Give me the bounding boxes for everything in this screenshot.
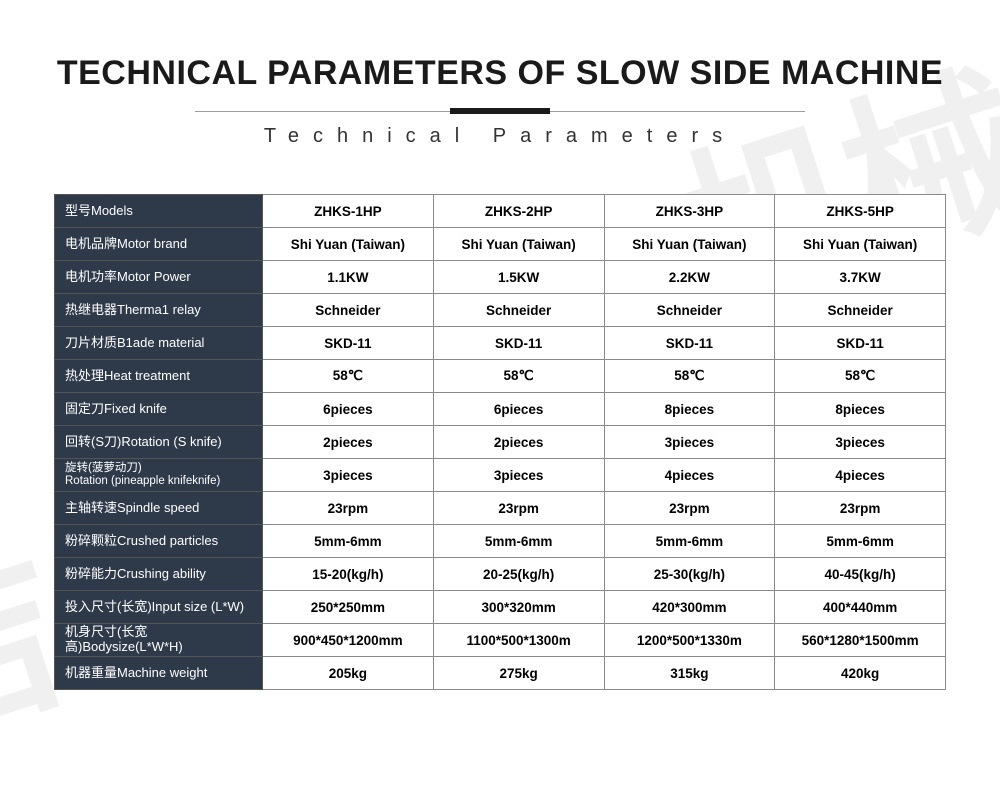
table-row: 旋转(菠萝动刀)Rotation (pineapple knifeknife)3…: [55, 459, 946, 492]
data-cell: ZHKS-2HP: [433, 195, 604, 228]
data-cell: 5mm-6mm: [433, 525, 604, 558]
data-cell: 4pieces: [775, 459, 946, 492]
table-row: 粉碎颗粒Crushed particles5mm-6mm5mm-6mm5mm-6…: [55, 525, 946, 558]
table-row: 机器重量Machine weight205kg275kg315kg420kg: [55, 657, 946, 690]
data-cell: 2pieces: [433, 426, 604, 459]
data-cell: 420*300mm: [604, 591, 775, 624]
row-label: 机器重量Machine weight: [55, 657, 263, 690]
data-cell: Schneider: [604, 294, 775, 327]
data-cell: 4pieces: [604, 459, 775, 492]
data-cell: 23rpm: [604, 492, 775, 525]
data-cell: 3pieces: [604, 426, 775, 459]
table-row: 电机品牌Motor brandShi Yuan (Taiwan)Shi Yuan…: [55, 228, 946, 261]
data-cell: 5mm-6mm: [604, 525, 775, 558]
data-cell: ZHKS-5HP: [775, 195, 946, 228]
data-cell: 5mm-6mm: [263, 525, 434, 558]
page-title: TECHNICAL PARAMETERS OF SLOW SIDE MACHIN…: [0, 54, 1000, 93]
data-cell: 420kg: [775, 657, 946, 690]
data-cell: 1100*500*1300m: [433, 624, 604, 657]
data-cell: 1.5KW: [433, 261, 604, 294]
data-cell: 1200*500*1330m: [604, 624, 775, 657]
row-label: 旋转(菠萝动刀)Rotation (pineapple knifeknife): [55, 459, 263, 492]
data-cell: Shi Yuan (Taiwan): [775, 228, 946, 261]
table-row: 机身尺寸(长宽高)Bodysize(L*W*H)900*450*1200mm11…: [55, 624, 946, 657]
table-row: 型号ModelsZHKS-1HPZHKS-2HPZHKS-3HPZHKS-5HP: [55, 195, 946, 228]
data-cell: 5mm-6mm: [775, 525, 946, 558]
data-cell: 15-20(kg/h): [263, 558, 434, 591]
table-row: 电机功率Motor Power1.1KW1.5KW2.2KW3.7KW: [55, 261, 946, 294]
data-cell: SKD-11: [604, 327, 775, 360]
row-label: 电机品牌Motor brand: [55, 228, 263, 261]
row-label: 热处理Heat treatment: [55, 360, 263, 393]
data-cell: 23rpm: [433, 492, 604, 525]
data-cell: 205kg: [263, 657, 434, 690]
table-row: 固定刀Fixed knife6pieces6pieces8pieces8piec…: [55, 393, 946, 426]
table-row: 刀片材质B1ade materialSKD-11SKD-11SKD-11SKD-…: [55, 327, 946, 360]
table-row: 投入尺寸(长宽)Input size (L*W)250*250mm300*320…: [55, 591, 946, 624]
data-cell: 250*250mm: [263, 591, 434, 624]
data-cell: 25-30(kg/h): [604, 558, 775, 591]
data-cell: 2.2KW: [604, 261, 775, 294]
data-cell: 58℃: [263, 360, 434, 393]
data-cell: Schneider: [263, 294, 434, 327]
row-label: 主轴转速Spindle speed: [55, 492, 263, 525]
table-row: 回转(S刀)Rotation (S knife)2pieces2pieces3p…: [55, 426, 946, 459]
data-cell: SKD-11: [775, 327, 946, 360]
data-cell: SKD-11: [433, 327, 604, 360]
data-cell: 315kg: [604, 657, 775, 690]
data-cell: Shi Yuan (Taiwan): [433, 228, 604, 261]
data-cell: 23rpm: [775, 492, 946, 525]
data-cell: Shi Yuan (Taiwan): [263, 228, 434, 261]
row-label: 投入尺寸(长宽)Input size (L*W): [55, 591, 263, 624]
page-subtitle: Technical Parameters: [0, 125, 1000, 148]
table-row: 热处理Heat treatment58℃58℃58℃58℃: [55, 360, 946, 393]
data-cell: ZHKS-1HP: [263, 195, 434, 228]
data-cell: 300*320mm: [433, 591, 604, 624]
data-cell: Shi Yuan (Taiwan): [604, 228, 775, 261]
data-cell: 3pieces: [433, 459, 604, 492]
data-cell: 900*450*1200mm: [263, 624, 434, 657]
data-cell: 1.1KW: [263, 261, 434, 294]
data-cell: 8pieces: [604, 393, 775, 426]
table-row: 粉碎能力Crushing ability15-20(kg/h)20-25(kg/…: [55, 558, 946, 591]
data-cell: 58℃: [433, 360, 604, 393]
data-cell: 20-25(kg/h): [433, 558, 604, 591]
data-cell: 3pieces: [263, 459, 434, 492]
data-cell: 2pieces: [263, 426, 434, 459]
data-cell: 23rpm: [263, 492, 434, 525]
table-row: 主轴转速Spindle speed23rpm23rpm23rpm23rpm: [55, 492, 946, 525]
data-cell: 3pieces: [775, 426, 946, 459]
data-cell: SKD-11: [263, 327, 434, 360]
row-label: 机身尺寸(长宽高)Bodysize(L*W*H): [55, 624, 263, 657]
row-label: 粉碎颗粒Crushed particles: [55, 525, 263, 558]
row-label: 固定刀Fixed knife: [55, 393, 263, 426]
data-cell: 8pieces: [775, 393, 946, 426]
data-cell: 275kg: [433, 657, 604, 690]
data-cell: 58℃: [604, 360, 775, 393]
row-label: 回转(S刀)Rotation (S knife): [55, 426, 263, 459]
data-cell: 6pieces: [433, 393, 604, 426]
data-cell: 40-45(kg/h): [775, 558, 946, 591]
header-block: TECHNICAL PARAMETERS OF SLOW SIDE MACHIN…: [0, 0, 1000, 148]
row-label: 电机功率Motor Power: [55, 261, 263, 294]
data-cell: 400*440mm: [775, 591, 946, 624]
title-rule: [195, 107, 805, 117]
data-cell: Schneider: [775, 294, 946, 327]
row-label: 热继电器Therma1 relay: [55, 294, 263, 327]
row-label: 型号Models: [55, 195, 263, 228]
data-cell: 58℃: [775, 360, 946, 393]
row-label: 粉碎能力Crushing ability: [55, 558, 263, 591]
data-cell: 3.7KW: [775, 261, 946, 294]
spec-table: 型号ModelsZHKS-1HPZHKS-2HPZHKS-3HPZHKS-5HP…: [54, 194, 946, 690]
spec-table-container: 型号ModelsZHKS-1HPZHKS-2HPZHKS-3HPZHKS-5HP…: [54, 194, 946, 690]
data-cell: ZHKS-3HP: [604, 195, 775, 228]
data-cell: 560*1280*1500mm: [775, 624, 946, 657]
data-cell: Schneider: [433, 294, 604, 327]
data-cell: 6pieces: [263, 393, 434, 426]
row-label: 刀片材质B1ade material: [55, 327, 263, 360]
table-row: 热继电器Therma1 relaySchneiderSchneiderSchne…: [55, 294, 946, 327]
